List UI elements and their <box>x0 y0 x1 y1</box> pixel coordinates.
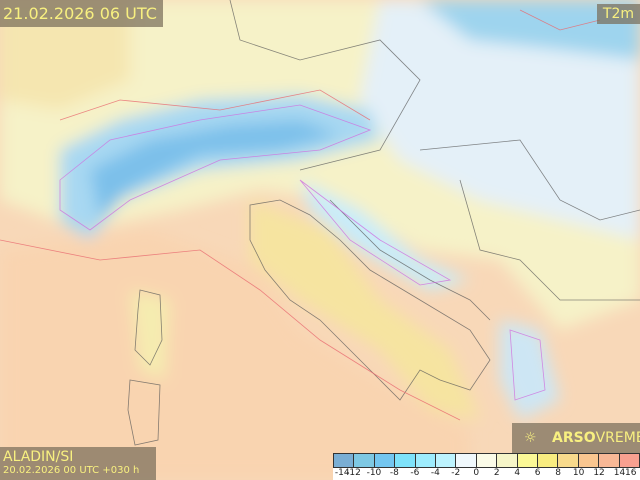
legend-tick: -12 <box>346 468 361 478</box>
legend-swatch <box>497 454 518 467</box>
color-legend: -14 -12 -10 -8 -6 -4 -2 0 2 4 6 8 10 12 14 16 <box>333 453 640 480</box>
brand-bold: ARSO <box>552 430 596 446</box>
legend-swatch <box>599 454 620 467</box>
legend-swatch <box>374 454 396 467</box>
valid-time-label: 21.02.2026 06 UTC <box>0 0 163 27</box>
legend-tick: 10 <box>572 468 585 478</box>
legend-swatch <box>578 454 600 467</box>
legend-swatches <box>333 453 640 468</box>
legend-tick: 4 <box>514 468 521 478</box>
legend-tick: -10 <box>366 468 382 478</box>
legend-tick: 16 <box>625 468 637 478</box>
legend-swatch <box>558 454 579 467</box>
legend-tick: 0 <box>473 468 480 478</box>
legend-tick: -14 <box>334 468 350 478</box>
legend-swatch <box>517 454 539 467</box>
legend-swatch <box>395 454 416 467</box>
legend-tick: 6 <box>534 468 541 478</box>
model-run: 20.02.2026 00 UTC +030 h <box>3 465 140 476</box>
legend-swatch <box>436 454 457 467</box>
legend-tick: 12 <box>593 468 605 478</box>
brand-light: VREME <box>595 430 640 446</box>
legend-tick: -4 <box>430 468 440 478</box>
legend-tick: -2 <box>451 468 461 478</box>
model-name: ALADIN/SI <box>3 449 74 465</box>
legend-swatch <box>415 454 437 467</box>
legend-tick: 8 <box>555 468 561 478</box>
legend-tick: 14 <box>613 468 626 478</box>
legend-swatch <box>538 454 559 467</box>
legend-tick: 2 <box>493 468 500 478</box>
legend-swatch <box>456 454 477 467</box>
legend-swatch <box>354 454 375 467</box>
legend-swatch <box>476 454 498 467</box>
brand-logo: ☼ ARSOVREME <box>512 423 640 453</box>
legend-ticks: -14 -12 -10 -8 -6 -4 -2 0 2 4 6 8 10 12 14 16 <box>333 468 640 480</box>
legend-swatch <box>334 454 355 467</box>
sun-icon: ☼ <box>524 430 537 446</box>
legend-tick: -6 <box>410 468 420 478</box>
legend-swatch <box>619 454 640 467</box>
variable-label: T2m <box>596 4 640 24</box>
legend-tick: -8 <box>389 468 399 478</box>
model-info: ALADIN/SI 20.02.2026 00 UTC +030 h <box>0 447 156 480</box>
